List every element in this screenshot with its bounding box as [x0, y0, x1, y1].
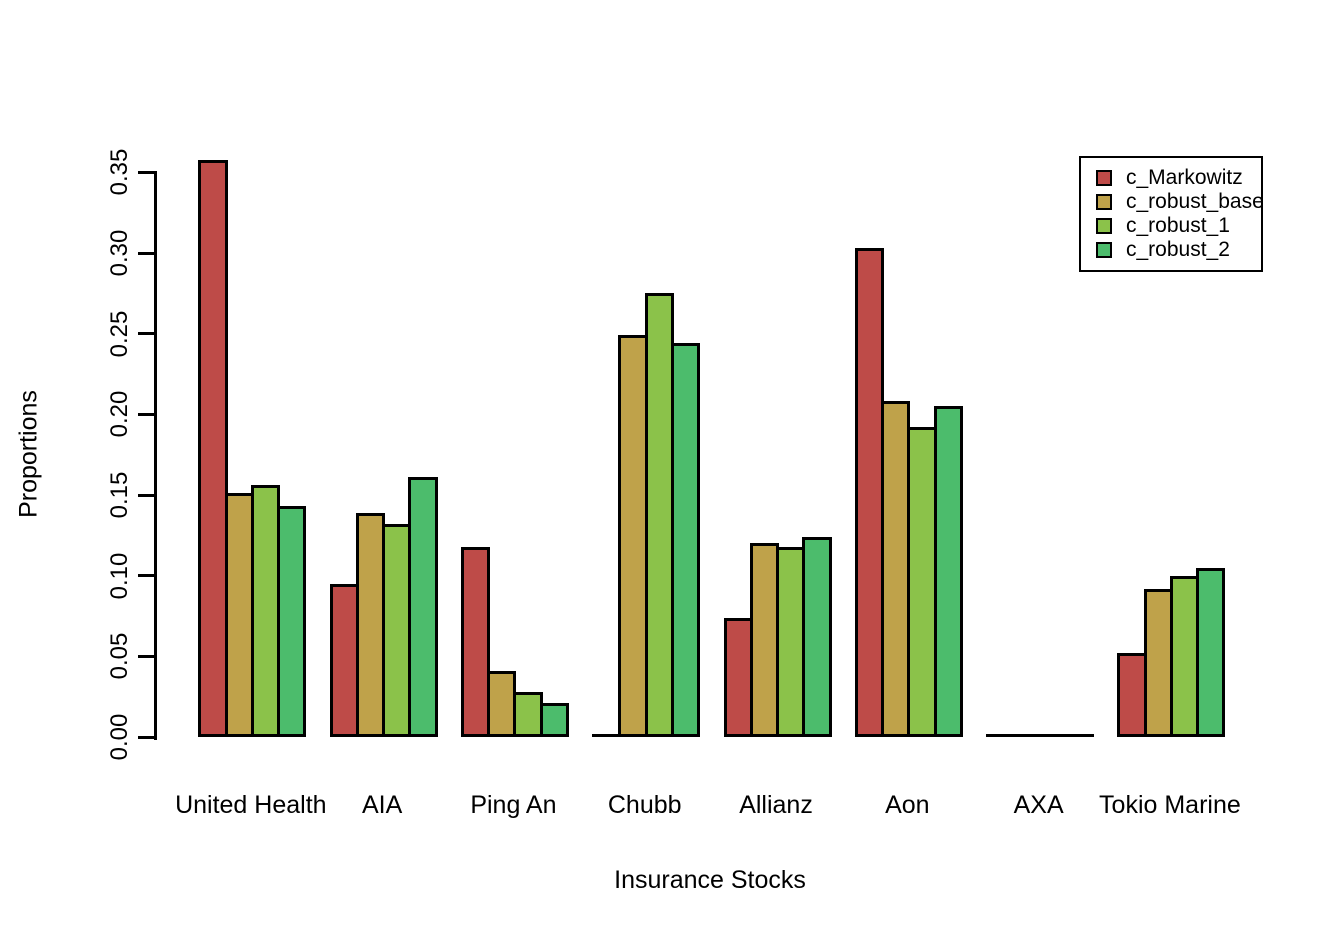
- x-category-label-tokio-marine: Tokio Marine: [1099, 791, 1241, 819]
- bar-c-markowitz-ping-an: [460, 546, 491, 737]
- bar-c-robust-2-tokio-marine: [1196, 567, 1226, 737]
- bar-c-markowitz-axa: [986, 734, 1016, 737]
- legend-item-c-robust-2: c_robust_2: [1096, 238, 1261, 262]
- legend-label: c_robust_2: [1126, 238, 1230, 261]
- bar-c-robust-2-allianz: [802, 536, 832, 737]
- y-axis-tick-label: 0.15: [106, 471, 133, 519]
- bar-c-robust-1-tokio-marine: [1169, 575, 1200, 737]
- bar-c-markowitz-chubb: [592, 734, 622, 737]
- bar-c-robust-base-ping-an: [487, 670, 517, 737]
- y-axis-line: [154, 170, 157, 740]
- y-axis-tick-label: 0.30: [106, 229, 133, 277]
- y-axis-tick: [138, 251, 157, 255]
- legend-swatch-c-robust-2: [1096, 242, 1112, 258]
- x-axis-title: Insurance Stocks: [614, 866, 806, 894]
- legend-box: c_Markowitz c_robust_base c_robust_1 c_robu…: [1079, 156, 1264, 272]
- legend-label: c_Markowitz: [1126, 166, 1243, 189]
- bar-c-robust-2-aia: [408, 477, 438, 737]
- bar-c-robust-base-aon: [881, 401, 911, 737]
- bar-c-robust-2-aon: [933, 406, 963, 737]
- bar-c-robust-2-axa: [1064, 734, 1095, 737]
- bar-c-markowitz-tokio-marine: [1117, 653, 1147, 737]
- legend-item-c-robust-1: c_robust_1: [1096, 214, 1261, 238]
- y-axis-tick: [138, 493, 157, 497]
- bar-c-robust-1-chubb: [644, 293, 674, 737]
- bar-c-robust-1-axa: [1038, 734, 1068, 737]
- y-axis-tick-label: 0.00: [106, 713, 133, 761]
- legend-label: c_robust_base: [1126, 190, 1264, 213]
- x-category-label-allianz: Allianz: [739, 791, 813, 819]
- x-category-label-ping-an: Ping An: [470, 791, 557, 819]
- x-category-label-united-health: United Health: [175, 791, 327, 819]
- bar-c-robust-base-tokio-marine: [1143, 588, 1173, 737]
- bar-c-robust-base-chubb: [618, 335, 648, 737]
- bar-c-robust-base-axa: [1012, 734, 1042, 737]
- y-axis-tick-label: 0.10: [106, 552, 133, 600]
- bar-c-markowitz-aia: [329, 583, 359, 737]
- bar-c-markowitz-united-health: [198, 159, 228, 737]
- legend-swatch-c-markowitz: [1096, 170, 1112, 186]
- y-axis-tick-label: 0.35: [106, 149, 133, 196]
- y-axis-tick: [138, 170, 157, 174]
- y-axis-tick-label: 0.05: [106, 632, 133, 680]
- bar-c-robust-1-ping-an: [513, 691, 543, 737]
- y-axis-tick: [138, 574, 157, 578]
- legend-swatch-c-robust-1: [1096, 218, 1112, 234]
- bar-c-robust-1-allianz: [776, 546, 806, 737]
- y-axis-tick: [138, 735, 157, 739]
- bar-c-robust-base-allianz: [749, 543, 779, 737]
- x-category-label-chubb: Chubb: [607, 791, 682, 819]
- legend-swatch-c-robust-base: [1096, 194, 1112, 210]
- legend-label: c_robust_1: [1126, 214, 1230, 237]
- bar-c-robust-1-aia: [382, 524, 412, 737]
- bar-c-markowitz-allianz: [723, 617, 753, 737]
- y-axis-tick-label: 0.25: [106, 310, 133, 358]
- bar-c-robust-1-aon: [907, 427, 937, 737]
- y-axis-tick-label: 0.20: [106, 391, 133, 438]
- bar-c-markowitz-aon: [854, 248, 885, 737]
- bar-c-robust-base-aia: [355, 512, 386, 737]
- x-category-label-aia: AIA: [361, 791, 403, 819]
- bar-c-robust-2-ping-an: [539, 703, 569, 737]
- bar-c-robust-1-united-health: [250, 485, 281, 737]
- x-category-label-axa: AXA: [1013, 791, 1064, 819]
- legend-item-c-robust-base: c_robust_base: [1096, 190, 1264, 214]
- x-category-label-aon: Aon: [885, 791, 930, 819]
- bar-c-robust-2-united-health: [277, 506, 307, 737]
- legend-item-c-markowitz: c_Markowitz: [1096, 166, 1261, 190]
- bar-c-robust-base-united-health: [224, 493, 254, 737]
- bar-c-robust-2-chubb: [670, 343, 701, 737]
- y-axis-tick: [138, 332, 157, 336]
- y-axis-title: Proportions: [14, 390, 43, 518]
- y-axis-tick: [138, 654, 157, 658]
- y-axis-tick: [138, 412, 157, 416]
